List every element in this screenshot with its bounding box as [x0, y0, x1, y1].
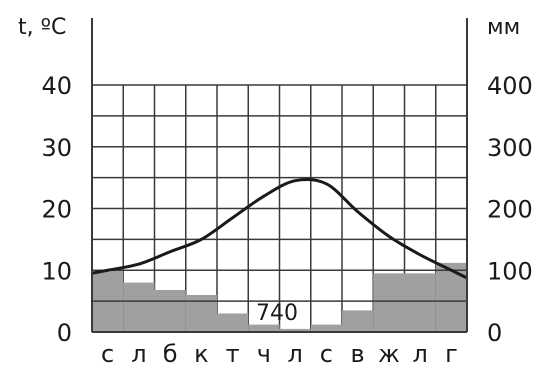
right-tick-label: 200	[487, 196, 533, 224]
horizontal-gridlines	[92, 84, 467, 302]
month-label: л	[131, 340, 146, 368]
month-label: л	[287, 340, 302, 368]
precipitation-bar	[310, 324, 342, 332]
month-label: л	[412, 340, 427, 368]
left-axis-title: t, ºC	[18, 15, 66, 40]
right-tick-labels: 0 100 200 300 400	[487, 72, 533, 347]
precipitation-bar	[342, 310, 374, 332]
month-label: в	[351, 340, 365, 368]
left-tick-label: 30	[41, 134, 72, 162]
left-tick-label: 0	[57, 319, 72, 347]
precipitation-bar	[248, 324, 280, 332]
month-label: с	[320, 340, 333, 368]
month-label: т	[226, 340, 240, 368]
precipitation-bar	[404, 273, 436, 332]
month-label: с	[101, 340, 114, 368]
month-label: ж	[378, 340, 400, 368]
right-tick-label: 300	[487, 134, 533, 162]
right-tick-label: 400	[487, 72, 533, 100]
axes	[91, 18, 468, 333]
month-label: б	[163, 340, 178, 368]
precipitation-bar	[373, 273, 405, 332]
left-tick-labels: 0 10 20 30 40	[41, 72, 72, 347]
temperature-line	[91, 177, 468, 280]
precipitation-bar	[435, 262, 467, 332]
right-tick-label: 100	[487, 257, 533, 285]
month-label: к	[194, 340, 209, 368]
annual-precipitation-total: 740	[256, 301, 298, 326]
temperature-line-group	[91, 177, 468, 280]
left-tick-label: 20	[41, 196, 72, 224]
precipitation-bar	[217, 313, 249, 332]
month-label: ч	[257, 340, 271, 368]
precipitation-bar	[154, 290, 186, 332]
precipitation-bar	[279, 328, 311, 332]
precipitation-bar	[123, 282, 155, 332]
right-axis-title: мм	[487, 15, 520, 40]
month-label: г	[445, 340, 458, 368]
right-tick-label: 0	[487, 319, 502, 347]
left-tick-label: 10	[41, 257, 72, 285]
left-tick-label: 40	[41, 72, 72, 100]
